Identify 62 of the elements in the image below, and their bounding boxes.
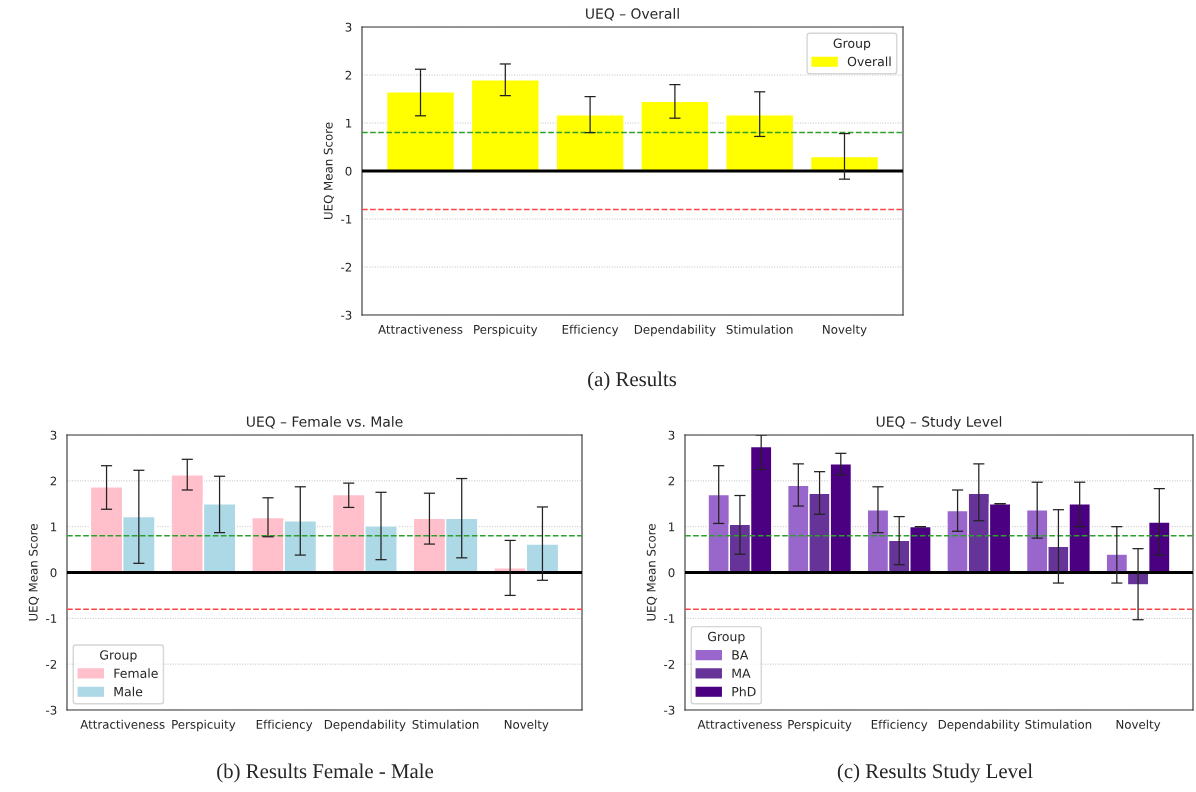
y-axis-title: UEQ Mean Score — [323, 122, 335, 220]
legend-label: BA — [732, 650, 749, 660]
chart-title: UEQ – Overall — [586, 8, 679, 21]
bar — [725, 114, 795, 172]
x-tick-label: Novelty — [1116, 719, 1161, 732]
x-tick-label: Efficiency — [256, 719, 313, 732]
bar — [640, 100, 710, 172]
legend-title: Group — [707, 631, 745, 644]
bar — [385, 91, 456, 172]
chart-title: UEQ – Female vs. Male — [246, 416, 403, 429]
x-tick-label: Perspicuity — [474, 324, 538, 337]
y-tick-label: 0 — [668, 568, 675, 578]
y-tick-label: 3 — [50, 430, 57, 440]
y-tick-label: 3 — [345, 22, 352, 32]
legend-title: Group — [833, 38, 871, 51]
x-tick-label: Stimulation — [1025, 719, 1092, 729]
x-tick-label: Attractiveness — [697, 719, 782, 729]
text: (c) Results Study Level — [837, 763, 1033, 783]
text: (a) Results — [588, 371, 677, 391]
y-tick-label: -3 — [46, 705, 57, 715]
x-tick-label: Attractiveness — [378, 324, 463, 334]
y-tick-label: 1 — [51, 522, 57, 532]
x-tick-label: Attractiveness — [80, 719, 165, 729]
y-tick-label: -2 — [341, 262, 352, 272]
y-tick-label: 2 — [345, 70, 352, 80]
bar — [555, 114, 625, 172]
x-tick-label: Perspicuity — [172, 719, 236, 732]
y-tick-label: -2 — [664, 659, 675, 669]
y-tick-label: 3 — [668, 430, 675, 440]
y-axis-title: UEQ Mean Score — [646, 524, 658, 621]
legend-title: Group — [100, 650, 137, 663]
x-tick-label: Novelty — [823, 324, 867, 337]
legend-label: Female — [114, 668, 158, 678]
legend-label: Overall — [847, 56, 891, 67]
x-tick-label: Dependability — [634, 324, 716, 337]
x-tick-label: Stimulation — [412, 719, 479, 729]
legend-label: PhD — [732, 686, 756, 697]
y-tick-label: 1 — [669, 522, 675, 532]
y-tick-label: -3 — [341, 310, 352, 320]
y-tick-label: 1 — [346, 118, 352, 128]
y-tick-label: -1 — [664, 614, 675, 623]
y-tick-label: 0 — [50, 568, 57, 578]
bar — [470, 79, 540, 172]
y-tick-label: 2 — [668, 476, 675, 486]
legend-label: Male — [114, 686, 143, 697]
y-tick-label: 0 — [345, 166, 352, 176]
x-tick-label: Stimulation — [726, 324, 793, 334]
x-tick-label: Dependability — [324, 719, 406, 732]
legend-label: MA — [732, 668, 751, 678]
y-axis-title: UEQ Mean Score — [28, 524, 40, 621]
x-tick-label: Dependability — [938, 719, 1020, 732]
chart-title: UEQ – Study Level — [876, 416, 1002, 430]
y-tick-label: 2 — [50, 476, 57, 486]
y-tick-label: -3 — [664, 705, 675, 715]
text: (b) Results Female - Male — [217, 763, 434, 783]
x-tick-label: Efficiency — [562, 324, 619, 337]
y-tick-label: -1 — [341, 214, 352, 224]
x-tick-label: Efficiency — [871, 719, 928, 732]
x-tick-label: Novelty — [504, 719, 549, 732]
y-tick-label: -2 — [46, 659, 57, 669]
y-tick-label: -1 — [46, 614, 57, 623]
x-tick-label: Perspicuity — [788, 719, 852, 732]
